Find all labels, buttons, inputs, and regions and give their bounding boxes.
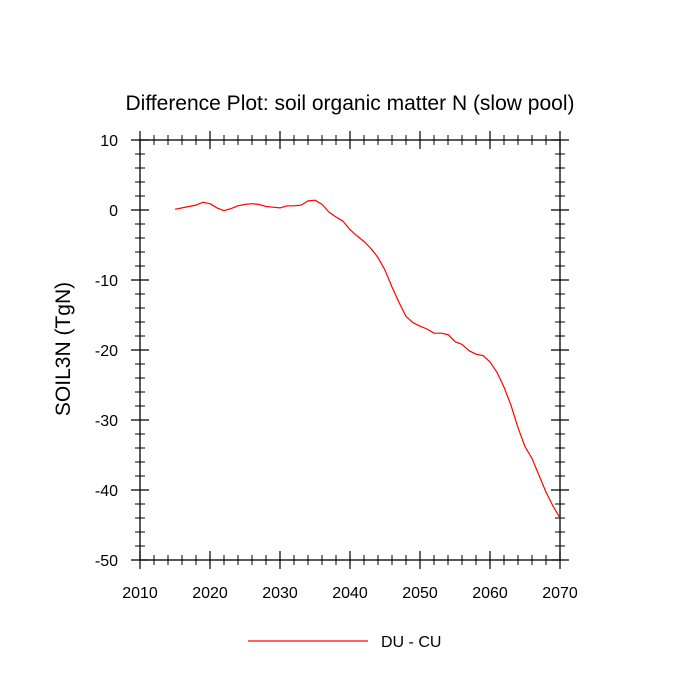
series-line: [174, 199, 561, 519]
x-tick-label: 2010: [122, 585, 158, 602]
y-tick-label: -20: [95, 343, 118, 360]
chart-title: Difference Plot: soil organic matter N (…: [126, 92, 575, 115]
y-axis-label: SOIL3N (TgN): [52, 282, 75, 416]
x-tick-label: 2030: [262, 585, 298, 602]
series-group: [174, 199, 561, 519]
legend-label: DU - CU: [381, 634, 441, 651]
y-tick-label: -40: [95, 483, 118, 500]
y-tick-label: 0: [109, 203, 118, 220]
x-tick-label: 2050: [402, 585, 438, 602]
y-tick-label: -30: [95, 413, 118, 430]
y-tick-label: -10: [95, 273, 118, 290]
x-tick-label: 2040: [332, 585, 368, 602]
y-tick-label: 10: [100, 133, 118, 150]
legend: DU - CU: [248, 634, 441, 651]
y-tick-label: -50: [95, 553, 118, 570]
x-tick-label: 2070: [542, 585, 578, 602]
axes: 2010 2020 2030 2040 2050 2060 2070 10 0 -10 -20 -30…: [95, 131, 578, 602]
x-tick-label: 2020: [192, 585, 228, 602]
plot-frame: [139, 139, 561, 561]
x-tick-label: 2060: [472, 585, 508, 602]
